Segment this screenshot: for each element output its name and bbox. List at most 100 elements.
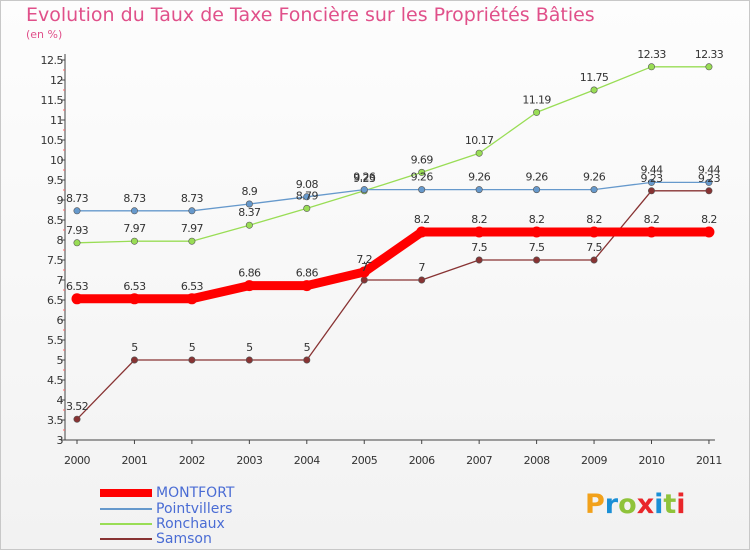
legend-label-montfort: MONTFORT [156,484,235,501]
data-label-montfort: 6.53 [66,280,89,293]
data-label-samson: 7 [418,261,425,274]
logo-letter: P [585,489,605,520]
data-point-montfort [128,293,140,305]
data-point-samson [533,256,541,264]
y-tick-label: 12.5 [41,54,64,67]
data-point-samson [590,256,598,264]
data-label-ronchaux: 9.69 [411,153,434,166]
data-point-montfort [703,226,715,238]
data-point-pointvillers [245,200,253,208]
data-point-ronchaux [245,221,253,229]
y-tick-label: 10.5 [41,134,64,147]
legend-item-ronchaux: Ronchaux [100,516,225,532]
x-tick-label: 2004 [294,454,320,467]
data-point-pointvillers [418,186,426,194]
y-tick-label: 5 [57,354,64,367]
data-label-samson: 3.52 [66,400,88,413]
legend-item-pointvillers: Pointvillers [100,500,233,517]
data-label-montfort: 8.2 [529,213,545,226]
legend-label-pointvillers: Pointvillers [156,500,233,517]
y-tick-label: 8.5 [47,214,63,227]
legend-label-samson: Samson [156,530,212,547]
data-label-samson: 7.5 [529,241,545,254]
logo-letter: i [676,489,686,520]
data-label-ronchaux: 11.75 [580,71,609,84]
data-label-samson: 9.23 [698,172,721,185]
x-tick-label: 2000 [64,454,90,467]
data-point-montfort [71,293,83,305]
logo-letter: i [654,489,664,520]
y-tick-label: 4 [57,394,64,407]
legend-swatch-ronchaux [100,522,152,525]
data-point-samson [303,356,311,364]
data-label-samson: 7.5 [586,241,602,254]
data-label-montfort: 8.2 [701,213,717,226]
data-point-pointvillers [303,193,311,201]
y-tick-label: 12 [50,74,63,87]
x-tick-label: 2002 [179,454,205,467]
logo-letter: t [663,489,677,520]
data-label-montfort: 7.2 [356,253,372,266]
data-point-ronchaux [130,237,138,245]
y-tick-label: 11 [50,114,63,127]
data-label-ronchaux: 7.97 [181,222,204,235]
legend-item-samson: Samson [100,530,212,547]
data-point-pointvillers [188,207,196,215]
logo-letter: x [636,489,655,520]
data-point-montfort [358,266,370,278]
data-label-ronchaux: 7.93 [66,224,89,237]
data-point-pointvillers [647,178,655,186]
data-label-montfort: 8.2 [471,213,487,226]
data-label-ronchaux: 8.37 [238,206,261,219]
data-label-samson: 5 [131,341,138,354]
x-tick-label: 2006 [409,454,435,467]
y-tick-label: 4.5 [47,374,63,387]
data-point-montfort [531,226,543,238]
chart-title: Evolution du Taux de Taxe Foncière sur l… [26,4,595,26]
data-label-ronchaux: 11.19 [522,93,551,106]
series-line-pointvillers [76,181,710,212]
y-tick-label: 9 [57,194,64,207]
y-tick-label: 5.5 [47,334,63,347]
data-point-pointvillers [130,207,138,215]
proxiti-logo: Proxiti [585,489,686,520]
data-label-montfort: 8.2 [414,213,430,226]
data-point-ronchaux [303,204,311,212]
data-point-samson [475,256,483,264]
data-label-montfort: 6.53 [123,280,146,293]
data-label-pointvillers: 9.26 [526,171,549,184]
data-label-ronchaux: 8.79 [296,189,319,202]
data-label-pointvillers: 8.73 [181,192,204,205]
data-point-pointvillers [475,186,483,194]
series-line-ronchaux [76,66,710,244]
x-tick-label: 2003 [236,454,262,467]
data-point-ronchaux [418,168,426,176]
data-point-samson [705,187,713,195]
data-point-ronchaux [590,86,598,94]
data-point-samson [360,276,368,284]
data-point-samson [418,276,426,284]
data-point-samson [130,356,138,364]
data-point-pointvillers [73,207,81,215]
data-label-samson: 5 [189,341,196,354]
data-point-ronchaux [705,63,713,71]
data-label-pointvillers: 8.73 [123,192,146,205]
logo-letter: r [604,489,619,520]
legend-swatch-montfort [100,488,152,497]
data-point-ronchaux [73,239,81,247]
data-label-samson: 9.23 [640,172,663,185]
data-point-montfort [301,280,313,292]
x-tick-label: 2010 [639,454,665,467]
data-point-ronchaux [475,149,483,157]
y-tick-label: 7 [57,274,64,287]
data-point-pointvillers [360,186,368,194]
data-point-ronchaux [533,108,541,116]
y-axis-unit-label: (en %) [26,28,63,41]
series-line-montfort [72,227,714,304]
x-tick-label: 2001 [121,454,147,467]
data-point-montfort [186,293,198,305]
data-point-samson [245,356,253,364]
x-tick-label: 2007 [466,454,492,467]
data-point-ronchaux [188,237,196,245]
